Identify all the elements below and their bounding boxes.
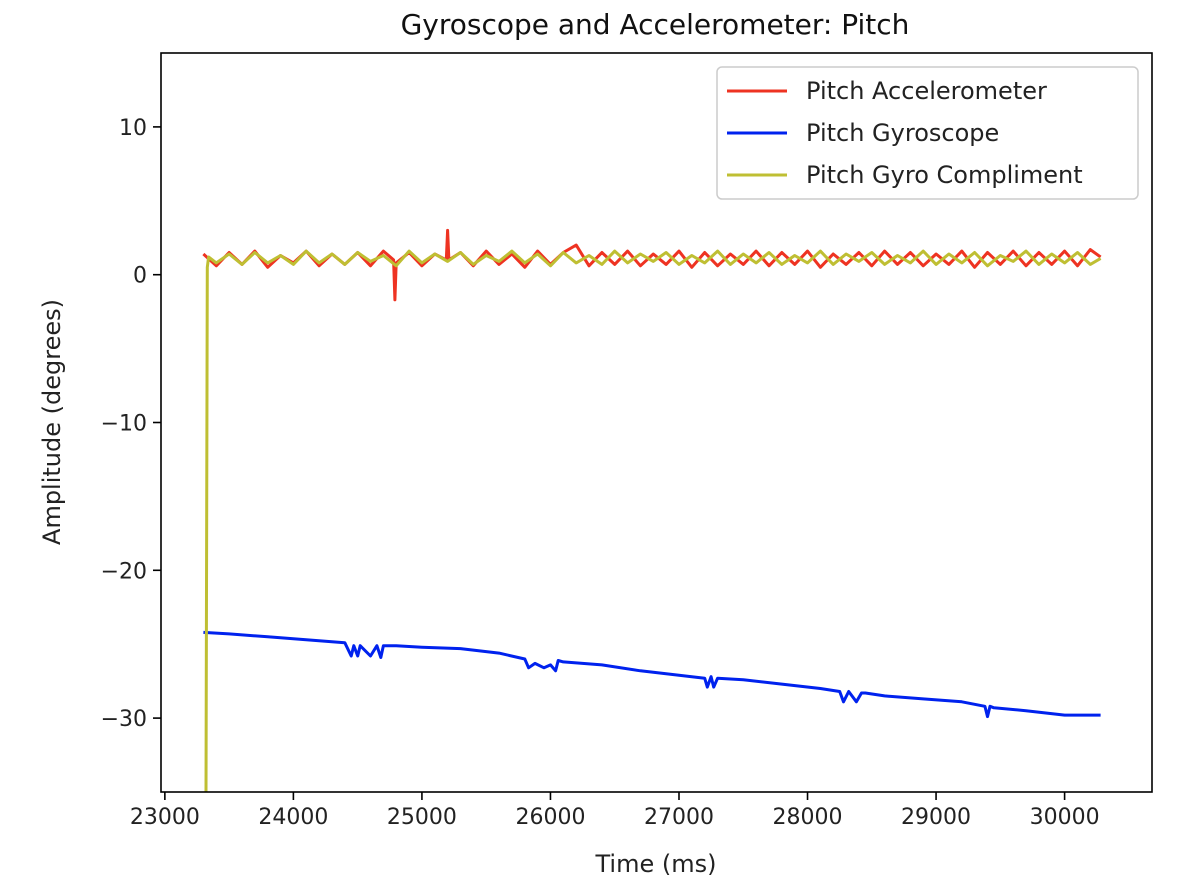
legend-box — [716, 66, 1139, 200]
y-axis: 10 0 −10 −20 −30 — [101, 116, 161, 732]
x-tick-label: 28000 — [773, 805, 843, 830]
x-tick-label: 29000 — [901, 805, 971, 830]
x-tick-label: 26000 — [515, 805, 585, 830]
x-axis: 23000 24000 25000 26000 27000 28000 29000 30000 — [130, 792, 1100, 830]
y-tick-label: −20 — [101, 559, 147, 584]
y-tick-label: 10 — [119, 116, 147, 141]
series-layer — [202, 228, 1102, 792]
x-tick-label: 24000 — [258, 805, 328, 830]
legend: Pitch Accelerometer Pitch Gyroscope Pitch … — [716, 66, 1139, 200]
legend-label-2: Pitch Gyroscope — [806, 119, 999, 147]
y-tick-label: −30 — [101, 707, 147, 732]
legend-label-3: Pitch Gyro Compliment — [806, 161, 1083, 189]
x-tick-label: 25000 — [387, 805, 457, 830]
y-tick-label: 0 — [133, 264, 147, 289]
series-line-1 — [202, 228, 1102, 302]
x-tick-label: 23000 — [130, 805, 200, 830]
series-line-3 — [204, 249, 1102, 792]
chart-title: Gyroscope and Accelerometer: Pitch — [401, 8, 910, 41]
y-tick-label: −10 — [101, 412, 147, 437]
series-line-2 — [203, 630, 1101, 719]
x-tick-label: 30000 — [1030, 805, 1100, 830]
y-axis-label: Amplitude (degrees) — [38, 299, 66, 545]
legend-label-1: Pitch Accelerometer — [806, 77, 1047, 105]
x-axis-label: Time (ms) — [595, 850, 717, 878]
x-tick-label: 27000 — [644, 805, 714, 830]
